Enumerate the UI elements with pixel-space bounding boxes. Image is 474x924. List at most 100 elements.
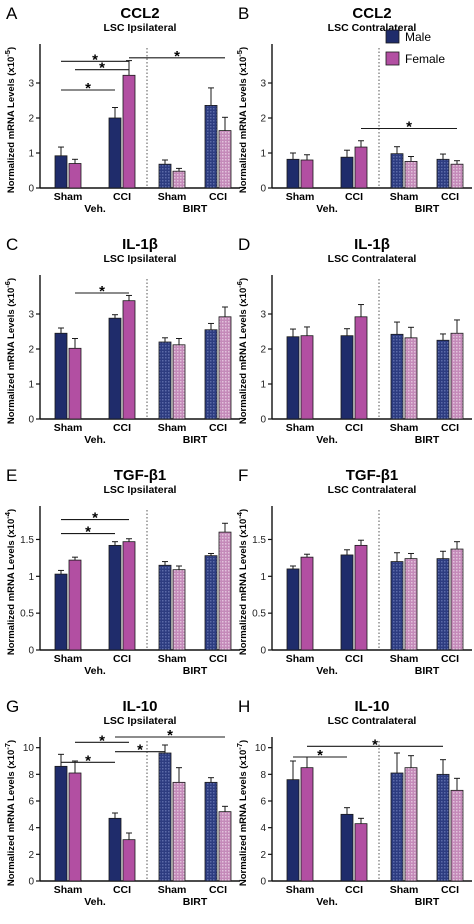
bar-female-sham-veh — [300, 767, 314, 882]
x-tick-label: CCI — [113, 653, 131, 665]
y-tick-label: 0.5 — [20, 609, 34, 620]
bar-female-sham-veh — [68, 772, 82, 882]
bar-male-sham-veh — [54, 332, 68, 420]
x-tick-label: CCI — [345, 191, 363, 203]
bar-male-cci-birt — [436, 158, 450, 189]
chart-title: IL-1β — [354, 236, 390, 253]
panel-label: E — [6, 466, 17, 485]
bar-female-cci-birt — [450, 789, 464, 882]
y-tick-label: 0 — [260, 415, 266, 426]
y-tick-label: 3 — [260, 310, 266, 321]
bar-male-sham-veh — [54, 765, 68, 882]
chart-title: TGF-β1 — [114, 467, 167, 484]
panel-label: F — [238, 466, 248, 485]
bar-female-sham-veh — [300, 159, 314, 189]
bar-male-cci-birt — [204, 329, 218, 420]
x-tick-label: CCI — [113, 884, 131, 896]
y-axis-label: Normalized mRNA Levels (x10-6) — [235, 278, 249, 424]
significance-star: * — [174, 48, 180, 65]
x-tick-label: CCI — [209, 653, 227, 665]
y-tick-label: 0 — [260, 877, 266, 888]
bar-male-cci-birt — [436, 339, 450, 420]
group-label: Veh. — [316, 203, 338, 215]
bar-male-sham-veh — [286, 158, 300, 189]
group-label: Veh. — [84, 203, 106, 215]
bar-female-cci-birt — [218, 316, 232, 420]
group-label: Veh. — [84, 665, 106, 677]
chart-title: IL-10 — [122, 698, 157, 715]
x-tick-label: CCI — [441, 884, 459, 896]
panel-label: B — [238, 4, 249, 23]
panel-label: H — [238, 697, 250, 716]
bar-female-sham-veh — [68, 347, 82, 420]
bar-male-sham-birt — [158, 341, 172, 420]
chart-subtitle: LSC Ipsilateral — [104, 484, 177, 496]
group-label: BIRT — [183, 896, 208, 908]
y-tick-label: 2 — [260, 114, 266, 125]
bar-female-cci-veh — [122, 74, 136, 189]
y-tick-label: 6 — [28, 797, 34, 808]
bar-female-cci-birt — [218, 130, 232, 189]
x-tick-label: CCI — [441, 191, 459, 203]
y-tick-label: 6 — [260, 797, 266, 808]
y-axis-label: Normalized mRNA Levels (x10-4) — [235, 509, 249, 655]
significance-star: * — [372, 736, 378, 753]
y-tick-label: 0 — [28, 646, 34, 657]
bar-female-cci-veh — [122, 839, 136, 882]
significance-star: * — [167, 727, 173, 744]
y-tick-label: 1 — [260, 380, 266, 391]
chart-subtitle: LSC Ipsilateral — [104, 22, 177, 34]
y-tick-label: 2 — [28, 345, 34, 356]
panel-label: A — [6, 4, 18, 23]
x-tick-label: Sham — [54, 422, 83, 434]
significance-star: * — [85, 524, 91, 541]
bar-female-cci-birt — [450, 163, 464, 189]
y-tick-label: 10 — [23, 743, 35, 754]
y-tick-label: 3 — [260, 79, 266, 90]
y-tick-label: 2 — [260, 850, 266, 861]
chart-subtitle: LSC Ipsilateral — [104, 715, 177, 727]
legend: Male Female — [385, 29, 445, 66]
bar-male-cci-veh — [340, 156, 354, 189]
y-tick-label: 2 — [28, 850, 34, 861]
significance-star: * — [99, 732, 105, 749]
bar-male-cci-veh — [108, 817, 122, 882]
significance-star: * — [92, 510, 98, 527]
chart-subtitle: LSC Contralateral — [328, 253, 417, 265]
significance-star: * — [406, 119, 412, 136]
chart-subtitle: LSC Contralateral — [328, 22, 417, 34]
bar-male-sham-birt — [158, 752, 172, 882]
x-tick-label: CCI — [113, 422, 131, 434]
y-tick-label: 2 — [28, 114, 34, 125]
x-tick-label: Sham — [390, 653, 419, 665]
bar-male-sham-birt — [390, 561, 404, 651]
significance-star: * — [317, 747, 323, 764]
group-label: BIRT — [183, 203, 208, 215]
y-axis-label: Normalized mRNA Levels (x10-4) — [3, 509, 17, 655]
bar-male-cci-veh — [108, 117, 122, 189]
bar-female-sham-birt — [404, 767, 418, 882]
y-axis-label: Normalized mRNA Levels (x10-5) — [235, 47, 249, 193]
y-axis-label: Normalized mRNA Levels (x10-5) — [3, 47, 17, 193]
chart-subtitle: LSC Contralateral — [328, 715, 417, 727]
group-label: Veh. — [316, 896, 338, 908]
significance-star: * — [99, 60, 105, 77]
y-tick-label: 1.5 — [20, 535, 34, 546]
bar-male-sham-birt — [390, 772, 404, 882]
bar-female-sham-birt — [172, 170, 186, 189]
y-tick-label: 1 — [28, 380, 34, 391]
bar-female-sham-veh — [300, 556, 314, 651]
chart-title: IL-1β — [122, 236, 158, 253]
bar-female-cci-birt — [218, 811, 232, 882]
bar-male-cci-veh — [108, 544, 122, 651]
bar-male-sham-veh — [286, 779, 300, 882]
bar-male-cci-veh — [340, 554, 354, 651]
bar-female-cci-veh — [354, 316, 368, 420]
bar-male-cci-birt — [436, 558, 450, 651]
